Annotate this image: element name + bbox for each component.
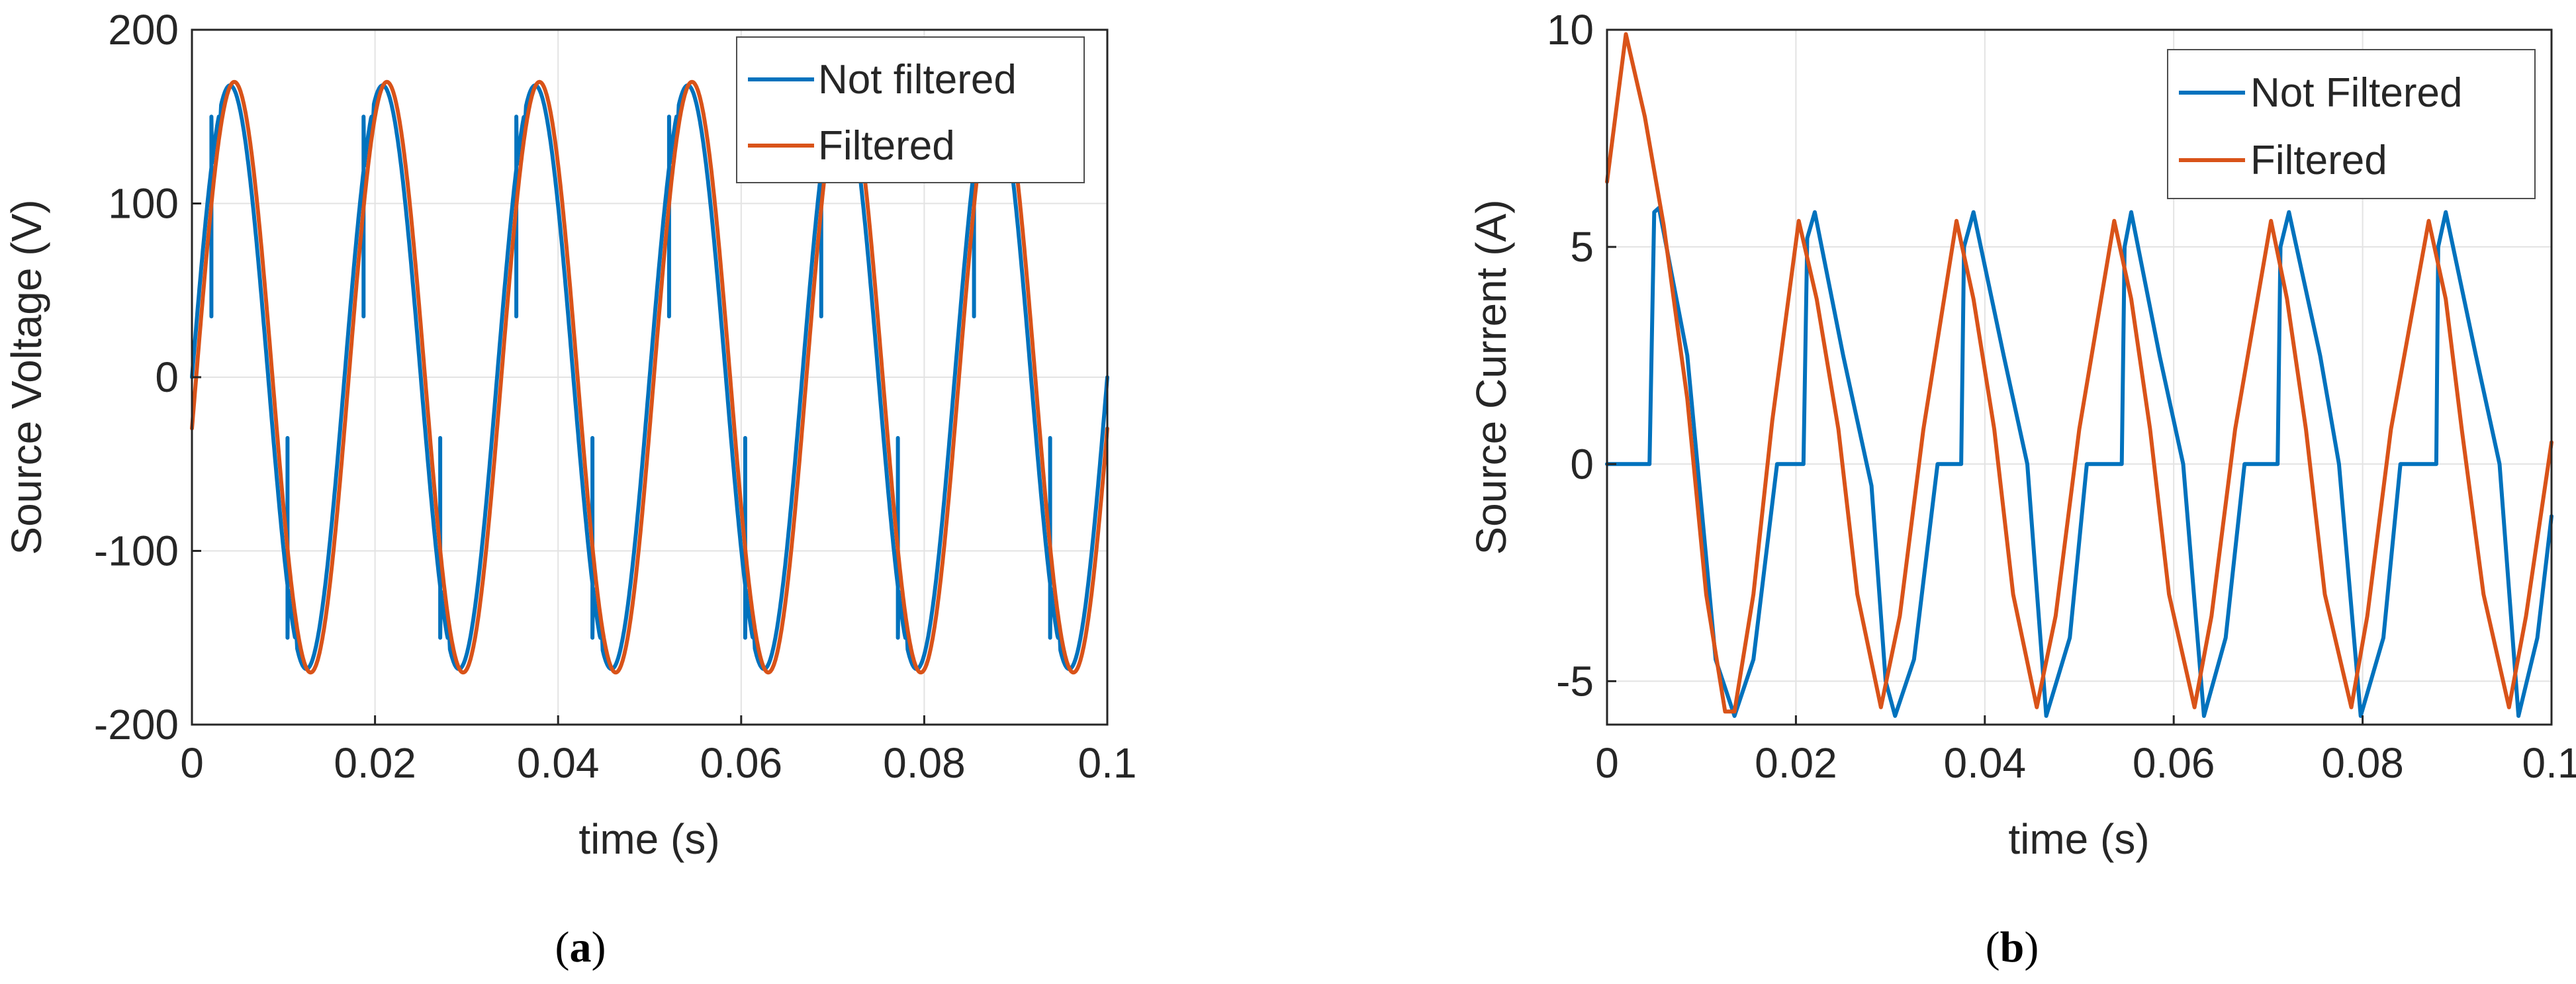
panel-label-a: (a) bbox=[555, 923, 606, 971]
ticks-a: 0 0.02 0.04 0.06 0.08 0.1 -200 -100 0 100 200 bbox=[94, 6, 1137, 787]
x-tick-label: 0.06 bbox=[2133, 739, 2215, 787]
legend-label-not-filtered-a: Not filtered bbox=[818, 57, 1017, 103]
x-tick-label: 0.02 bbox=[334, 739, 416, 787]
series-line-not-filtered bbox=[1605, 206, 2553, 718]
y-axis-label-b: Source Current (A) bbox=[1467, 199, 1515, 555]
legend-label-filtered-a: Filtered bbox=[818, 123, 955, 169]
series-layer-b bbox=[1605, 32, 2553, 718]
series-line-filtered bbox=[190, 79, 1109, 675]
panel-label-a-letter: a bbox=[570, 923, 592, 971]
y-tick-label: 200 bbox=[108, 6, 179, 54]
x-tick-label: 0 bbox=[1595, 739, 1619, 787]
y-tick-label: 5 bbox=[1570, 223, 1594, 271]
legend-a: Not filtered Filtered bbox=[736, 36, 1085, 183]
legend-label-filtered-b: Filtered bbox=[2250, 138, 2387, 183]
legend-b: Not Filtered Filtered bbox=[2167, 49, 2536, 199]
svg-text:(b): (b) bbox=[1986, 923, 2039, 971]
x-tick-label: 0 bbox=[180, 739, 204, 787]
x-axis-label-b: time (s) bbox=[2008, 815, 2149, 863]
y-axis-label-a: Source Voltage (V) bbox=[3, 199, 50, 555]
chart-a: 0 0.02 0.04 0.06 0.08 0.1 -200 -100 0 100 200 time… bbox=[3, 6, 1136, 863]
y-tick-label: 0 bbox=[155, 353, 179, 401]
y-tick-label: -200 bbox=[94, 701, 179, 748]
x-tick-label: 0.02 bbox=[1755, 739, 1837, 787]
x-axis-label-a: time (s) bbox=[578, 815, 719, 863]
series-layer-a bbox=[190, 79, 1109, 675]
legend-box-b bbox=[2167, 49, 2536, 199]
x-tick-label: 0.08 bbox=[2321, 739, 2404, 787]
plot-frame-b bbox=[1606, 28, 2553, 726]
panel-label-b-letter: b bbox=[2000, 923, 2025, 971]
series-line-not-filtered bbox=[190, 83, 1109, 671]
panel-label-b: (b) bbox=[1986, 923, 2039, 971]
y-tick-label: 10 bbox=[1547, 6, 1594, 54]
x-tick-label: 0.1 bbox=[1078, 739, 1137, 787]
y-tick-label: 100 bbox=[108, 180, 179, 228]
y-tick-label: -100 bbox=[94, 527, 179, 575]
series-line-filtered bbox=[1605, 32, 2553, 714]
svg-text:(a): (a) bbox=[555, 923, 606, 971]
x-tick-label: 0.04 bbox=[1944, 739, 2027, 787]
y-tick-label: 0 bbox=[1570, 440, 1594, 488]
x-tick-label: 0.1 bbox=[2522, 739, 2576, 787]
x-tick-label: 0.04 bbox=[517, 739, 600, 787]
x-tick-label: 0.06 bbox=[700, 739, 783, 787]
y-tick-label: -5 bbox=[1556, 657, 1594, 705]
legend-label-not-filtered-b: Not Filtered bbox=[2250, 70, 2462, 116]
legend-box-a bbox=[736, 36, 1085, 183]
x-tick-label: 0.08 bbox=[883, 739, 966, 787]
